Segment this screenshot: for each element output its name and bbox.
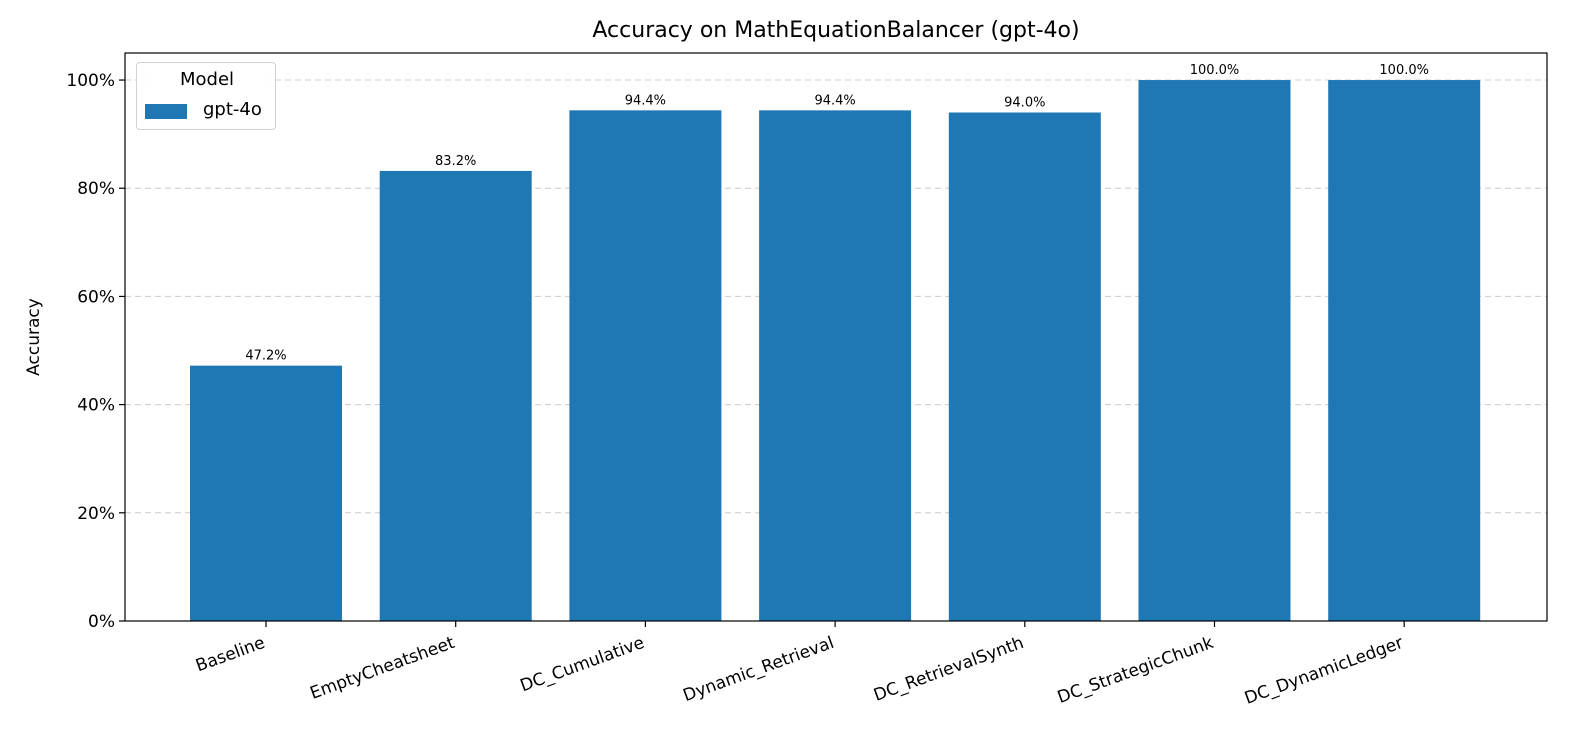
y-tick-label: 100% bbox=[66, 71, 115, 91]
y-tick-label: 40% bbox=[77, 396, 115, 416]
bar bbox=[1138, 80, 1291, 622]
y-tick-label: 60% bbox=[77, 287, 115, 307]
y-tick-label: 0% bbox=[88, 612, 115, 632]
legend: Model gpt-4o bbox=[136, 62, 276, 130]
legend-title: Model bbox=[179, 69, 235, 90]
legend-swatch bbox=[145, 104, 187, 119]
x-tick-label: EmptyCheatsheet bbox=[308, 633, 458, 704]
bar-value-label: 83.2% bbox=[435, 154, 476, 169]
bars bbox=[190, 80, 1481, 622]
plot-frame bbox=[124, 52, 1548, 622]
axes bbox=[124, 52, 1548, 622]
bar bbox=[1328, 80, 1481, 622]
bar bbox=[759, 110, 912, 622]
x-tick-label: DC_DynamicLedger bbox=[1242, 633, 1406, 709]
x-axis-ticks: Baseline EmptyCheatsheet DC_Cumulative Dyna… bbox=[193, 621, 1406, 709]
y-axis-ticks: 0% 20% 40% 60% 80% 100% bbox=[66, 71, 125, 632]
y-tick-label: 20% bbox=[77, 504, 115, 524]
legend-label: gpt-4o bbox=[203, 99, 262, 120]
y-axis-label: Accuracy bbox=[24, 298, 44, 376]
x-tick-label: Dynamic_Retrieval bbox=[681, 633, 837, 706]
bar-value-label: 47.2% bbox=[245, 349, 286, 364]
x-tick-label: DC_StrategicChunk bbox=[1055, 633, 1216, 708]
bar bbox=[379, 170, 532, 621]
x-tick-label: DC_Cumulative bbox=[518, 633, 647, 696]
bar-value-label: 94.0% bbox=[1004, 96, 1045, 111]
x-tick-label: Baseline bbox=[193, 633, 268, 676]
bar-value-label: 94.4% bbox=[625, 93, 666, 108]
x-tick-label: DC_RetrievalSynth bbox=[871, 633, 1026, 706]
bar bbox=[948, 112, 1101, 621]
bar-value-labels: 47.2% 83.2% 94.4% 94.4% 94.0% 100.0% 100.0% bbox=[245, 63, 1429, 364]
chart-title: Accuracy on MathEquationBalancer (gpt-4o… bbox=[592, 18, 1080, 43]
bar bbox=[569, 110, 722, 622]
bar-value-label: 100.0% bbox=[1190, 63, 1240, 78]
bar-value-label: 100.0% bbox=[1379, 63, 1429, 78]
y-tick-label: 80% bbox=[77, 179, 115, 199]
bar bbox=[190, 365, 342, 621]
bar-value-label: 94.4% bbox=[814, 93, 855, 108]
